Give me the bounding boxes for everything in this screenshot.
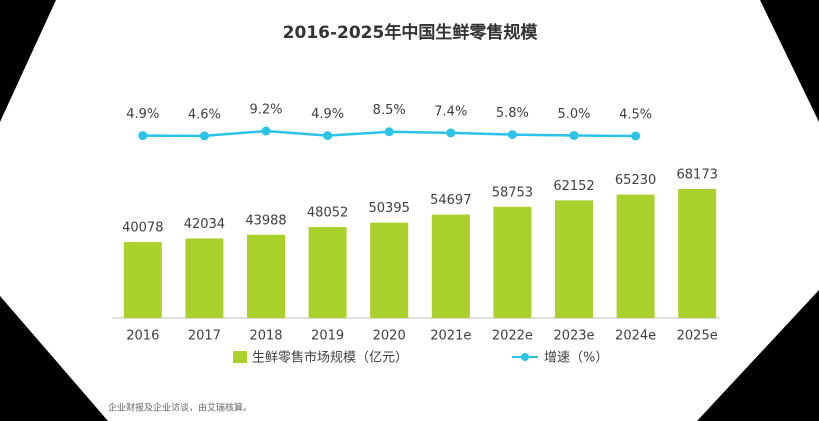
bar bbox=[370, 222, 409, 318]
growth-label: 5.0% bbox=[557, 107, 590, 122]
x-tick-label: 2017 bbox=[188, 329, 221, 344]
bar bbox=[555, 200, 593, 318]
legend-label: 生鲜零售市场规模（亿元） bbox=[252, 350, 408, 366]
corner bbox=[0, 296, 108, 421]
bar-value-label: 50395 bbox=[369, 201, 410, 216]
x-tick-label: 2018 bbox=[249, 329, 282, 344]
growth-label: 8.5% bbox=[373, 103, 406, 118]
corner bbox=[760, 0, 819, 122]
bar-value-label: 54697 bbox=[430, 193, 471, 208]
growth-point bbox=[631, 131, 641, 141]
bar-value-label: 40078 bbox=[122, 221, 163, 236]
growth-point bbox=[446, 128, 456, 138]
growth-label: 9.2% bbox=[249, 103, 282, 118]
bar bbox=[308, 227, 347, 318]
bar-value-label: 42034 bbox=[184, 217, 225, 232]
growth-point bbox=[569, 130, 579, 140]
source: 企业财报及企业访谈，由艾瑞核算。 bbox=[108, 402, 252, 414]
bar bbox=[493, 206, 532, 318]
growth-label: 4.9% bbox=[126, 107, 159, 122]
x-tick-label: 2022e bbox=[492, 329, 533, 344]
legend-swatch bbox=[521, 353, 529, 361]
bar bbox=[123, 242, 162, 318]
bar-value-label: 65230 bbox=[615, 173, 656, 188]
growth-point bbox=[384, 127, 394, 137]
corner bbox=[0, 0, 56, 122]
x-tick-label: 2023e bbox=[553, 329, 594, 344]
legend-swatch bbox=[233, 351, 247, 363]
x-tick-label: 2025e bbox=[677, 329, 718, 344]
bar-value-label: 68173 bbox=[677, 168, 718, 183]
growth-label: 5.8% bbox=[496, 106, 529, 121]
bar-value-label: 58753 bbox=[492, 185, 533, 200]
growth-label: 4.5% bbox=[619, 108, 652, 123]
x-tick-label: 2024e bbox=[615, 329, 656, 344]
x-tick-label: 2016 bbox=[126, 329, 159, 344]
growth-point bbox=[507, 130, 517, 140]
growth-point bbox=[199, 131, 209, 141]
growth-label: 4.9% bbox=[311, 107, 344, 122]
x-tick-label: 2021e bbox=[430, 329, 471, 344]
corner bbox=[697, 290, 819, 421]
x-tick-label: 2020 bbox=[373, 329, 406, 344]
growth-point bbox=[261, 126, 271, 136]
bar-value-label: 62152 bbox=[553, 179, 594, 194]
legend-label: 增速（%） bbox=[544, 351, 608, 366]
bar bbox=[431, 214, 470, 318]
chart-title: 2016-2025年中国生鲜零售规模 bbox=[283, 22, 539, 43]
bar-value-label: 43988 bbox=[245, 213, 286, 228]
growth-label: 4.6% bbox=[188, 107, 221, 122]
bar bbox=[185, 238, 224, 318]
bar bbox=[247, 234, 285, 318]
bar bbox=[616, 194, 655, 318]
legend: 生鲜零售市场规模（亿元） 增速（%） bbox=[233, 350, 608, 366]
bar-value-label: 48052 bbox=[307, 206, 348, 221]
bar bbox=[678, 189, 717, 318]
growth-point bbox=[138, 131, 148, 141]
growth-point bbox=[323, 131, 333, 141]
x-tick-label: 2019 bbox=[311, 329, 344, 344]
growth-label: 7.4% bbox=[434, 104, 467, 119]
